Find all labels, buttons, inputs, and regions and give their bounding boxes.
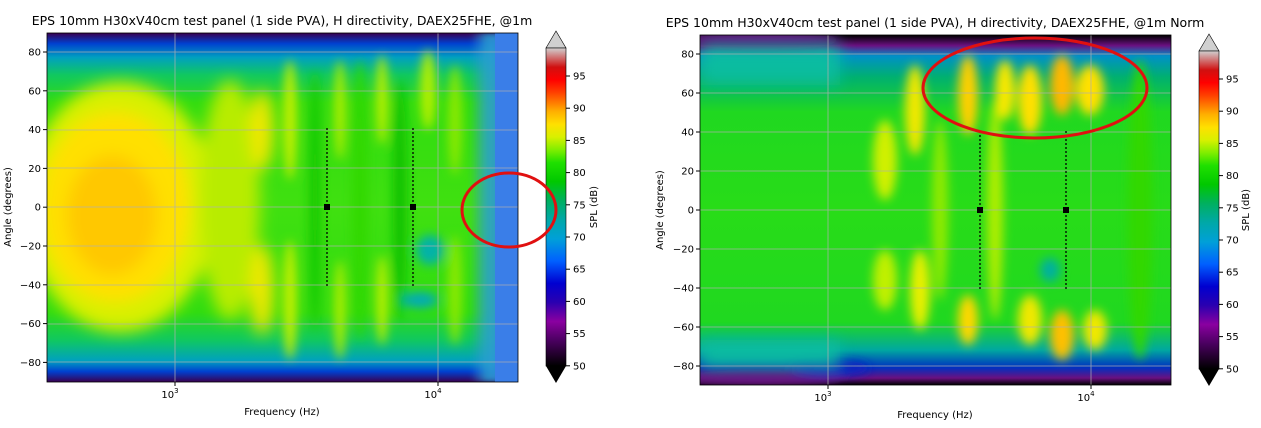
ytick-label: −20 bbox=[673, 245, 694, 256]
ytick-label: 40 bbox=[28, 125, 41, 136]
ytick-label: −20 bbox=[20, 242, 41, 253]
ytick-label: 20 bbox=[681, 167, 694, 178]
colorbar-tick-label: 55 bbox=[573, 329, 586, 340]
grid-right bbox=[700, 35, 1171, 385]
xaxis-left: 103 104 bbox=[161, 382, 442, 401]
xtick-label: 104 bbox=[424, 387, 442, 401]
colorbar-tick-label: 85 bbox=[573, 136, 586, 147]
colorbar-tick-label: 85 bbox=[1226, 139, 1239, 150]
colorbar-tick-label: 80 bbox=[573, 168, 586, 179]
colorbar-tick-label: 70 bbox=[1226, 236, 1239, 247]
colorbar-tick-label: 50 bbox=[573, 361, 586, 372]
yaxis-right: 80 60 40 20 0 −20 −40 −60 −80 bbox=[673, 50, 700, 373]
marker-point bbox=[324, 204, 330, 210]
colorbar-tick-label: 90 bbox=[573, 104, 586, 115]
marker-point bbox=[410, 204, 416, 210]
ytick-label: −40 bbox=[673, 284, 694, 295]
colorbar-tick-label: 60 bbox=[1226, 300, 1239, 311]
colorbar-tick-label: 55 bbox=[1226, 332, 1239, 343]
ytick-label: 0 bbox=[688, 206, 694, 217]
grid-left bbox=[47, 33, 518, 382]
highlight-ellipse-left bbox=[460, 171, 558, 249]
chart-right: EPS 10mm H30xV40cm test panel (1 side PV… bbox=[655, 15, 1252, 421]
ytick-label: 0 bbox=[35, 203, 41, 214]
markers-left bbox=[324, 128, 416, 286]
xtick-label: 104 bbox=[1077, 390, 1095, 404]
colorbar-tick-label: 50 bbox=[1226, 364, 1239, 375]
xlabel-left: Frequency (Hz) bbox=[244, 407, 320, 418]
colorbar-tick-label: 75 bbox=[573, 200, 586, 211]
ytick-label: 60 bbox=[28, 86, 41, 97]
highlight-ellipse-right bbox=[921, 36, 1149, 140]
colorbar-tick-label: 95 bbox=[1226, 75, 1239, 86]
colorbar-tick-label: 65 bbox=[1226, 268, 1239, 279]
colorbar-tick-label: 90 bbox=[1226, 107, 1239, 118]
ytick-label: 60 bbox=[681, 89, 694, 100]
colorbar-tick-label: 95 bbox=[573, 72, 586, 83]
chart-left-title: EPS 10mm H30xV40cm test panel (1 side PV… bbox=[32, 13, 533, 28]
xtick-label: 103 bbox=[814, 390, 831, 404]
colorbar-tick-label: 65 bbox=[573, 265, 586, 276]
marker-point bbox=[977, 207, 983, 213]
chart-left: EPS 10mm H30xV40cm test panel (1 side PV… bbox=[3, 13, 600, 418]
colorbar-label-right: SPL (dB) bbox=[1241, 189, 1252, 231]
colorbar-tick-label: 80 bbox=[1226, 171, 1239, 182]
ylabel-right: Angle (degrees) bbox=[655, 170, 666, 250]
ytick-label: 40 bbox=[681, 128, 694, 139]
xaxis-right: 103 104 bbox=[814, 385, 1095, 404]
xtick-label: 103 bbox=[161, 387, 178, 401]
heatmap-left bbox=[47, 33, 518, 382]
ytick-label: 80 bbox=[681, 50, 694, 61]
ytick-label: −40 bbox=[20, 280, 41, 291]
ytick-label: 80 bbox=[28, 48, 41, 59]
ylabel-left: Angle (degrees) bbox=[3, 167, 14, 247]
colorbar-tick-label: 75 bbox=[1226, 203, 1239, 214]
ytick-label: 20 bbox=[28, 164, 41, 175]
ytick-label: −60 bbox=[673, 323, 694, 334]
colorbar-tick-label: 70 bbox=[573, 233, 586, 244]
marker-point bbox=[1063, 207, 1069, 213]
chart-right-title: EPS 10mm H30xV40cm test panel (1 side PV… bbox=[666, 15, 1205, 30]
ytick-label: −60 bbox=[20, 319, 41, 330]
heatmap-right bbox=[700, 35, 1171, 385]
colorbar-label-left: SPL (dB) bbox=[589, 186, 600, 228]
ytick-label: −80 bbox=[673, 362, 694, 373]
markers-right bbox=[977, 131, 1069, 289]
colorbar-tick-label: 60 bbox=[573, 297, 586, 308]
xlabel-right: Frequency (Hz) bbox=[897, 410, 973, 421]
yaxis-left: 80 60 40 20 0 −20 −40 −60 −80 bbox=[20, 48, 47, 369]
colorbar-left: 95 90 85 80 75 70 65 60 55 50 SPL (dB) bbox=[545, 30, 600, 383]
colorbar-right: 95 90 85 80 75 70 65 60 55 50 SPL (dB) bbox=[1198, 33, 1252, 386]
ytick-label: −80 bbox=[20, 358, 41, 369]
